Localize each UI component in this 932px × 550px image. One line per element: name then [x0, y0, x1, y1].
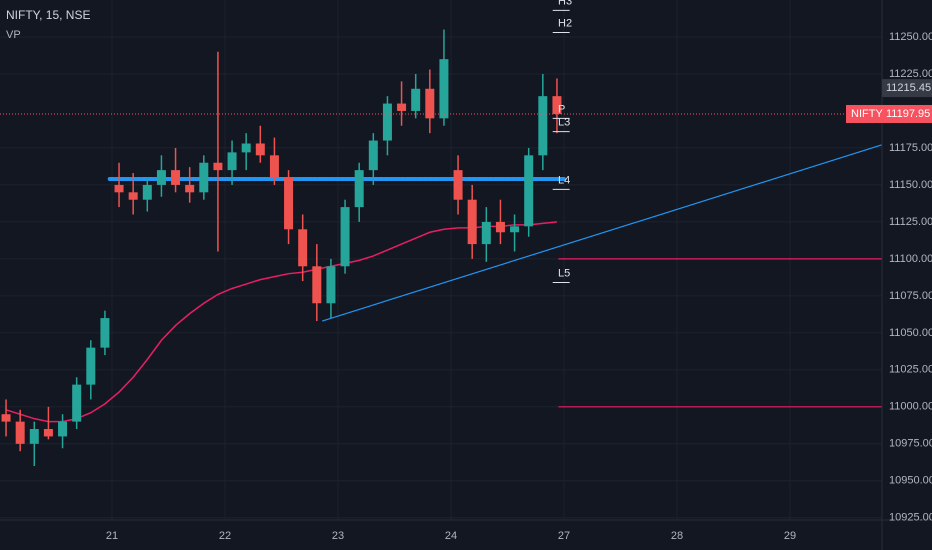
candle-body — [199, 162, 209, 193]
candle-body — [171, 170, 181, 185]
candle-body — [58, 421, 68, 437]
y-tick-label: 11150.00 — [889, 179, 932, 191]
trendline — [321, 144, 882, 322]
candle-body — [453, 170, 463, 200]
candle-body — [114, 184, 124, 193]
candle-body — [552, 96, 562, 114]
candle-body — [269, 155, 279, 178]
symbol-tag-label: NIFTY — [851, 108, 883, 120]
candle-body — [298, 229, 308, 267]
candle-body — [340, 207, 350, 267]
candle-body — [326, 266, 336, 304]
candle-body — [382, 103, 392, 141]
y-tick-label: 11225.00 — [889, 68, 932, 80]
x-tick-label: 29 — [784, 530, 796, 542]
candle-body — [481, 221, 491, 245]
y-tick-label: 10950.00 — [889, 475, 932, 487]
candle-body — [397, 103, 407, 111]
price-tag-label: 11197.95 — [886, 108, 930, 120]
candle-body — [411, 88, 421, 111]
candle-body — [213, 162, 223, 171]
y-tick-label: 11175.00 — [889, 142, 932, 154]
y-tick-label: 10925.00 — [889, 512, 932, 524]
candle-body — [156, 170, 166, 185]
candle-body — [29, 429, 39, 444]
candle-body — [142, 184, 152, 200]
candle-body — [241, 143, 251, 153]
moving-average — [5, 221, 558, 423]
candle-body — [495, 221, 505, 233]
y-tick-label: 11000.00 — [889, 401, 932, 413]
chart-title: NIFTY, 15, NSE — [6, 8, 90, 22]
candle-body — [439, 59, 449, 119]
pivot-label: L5 — [558, 267, 570, 279]
candle-body — [128, 192, 138, 200]
y-tick-label: 11075.00 — [889, 290, 932, 302]
candle-body — [72, 384, 82, 422]
x-tick-label: 24 — [445, 530, 457, 542]
y-tick-label: 10975.00 — [889, 438, 932, 450]
candle-body — [524, 155, 534, 227]
candle-body — [43, 429, 53, 437]
candle-body — [312, 266, 322, 304]
chart-subtitle: VP — [6, 29, 21, 41]
marker-tag — [882, 79, 932, 98]
x-tick-label: 21 — [106, 530, 118, 542]
candle-body — [227, 152, 237, 171]
x-tick-label: 22 — [219, 530, 231, 542]
y-tick-label: 11050.00 — [889, 327, 932, 339]
y-tick-label: 11125.00 — [889, 216, 932, 228]
y-tick-label: 11250.00 — [889, 31, 932, 43]
candle-body — [510, 226, 520, 233]
pivot-label: H3 — [558, 0, 572, 7]
symbol-tag — [846, 104, 882, 123]
pivot-label: P — [558, 103, 565, 115]
candle-body — [15, 421, 25, 444]
pivot-label: H2 — [558, 17, 572, 29]
candle-body — [86, 347, 96, 385]
candle-body — [1, 414, 11, 422]
y-tick-label: 11025.00 — [889, 364, 932, 376]
candle-body — [284, 177, 294, 230]
marker-tag-label: 11215.45 — [886, 82, 931, 94]
candle-body — [185, 184, 195, 193]
pivot-label: L3 — [558, 117, 570, 129]
candle-body — [467, 199, 477, 245]
candle-body — [354, 170, 364, 208]
candle-body — [255, 143, 265, 156]
price-tag — [882, 104, 932, 123]
candle-body — [538, 96, 548, 156]
candle-body — [100, 318, 110, 348]
x-tick-label: 28 — [671, 530, 683, 542]
candle-body — [425, 88, 435, 119]
y-tick-label: 11100.00 — [889, 253, 932, 265]
candle-body — [368, 140, 378, 171]
x-tick-label: 27 — [558, 530, 570, 542]
pivot-label: L4 — [558, 174, 570, 186]
x-tick-label: 23 — [332, 530, 344, 542]
